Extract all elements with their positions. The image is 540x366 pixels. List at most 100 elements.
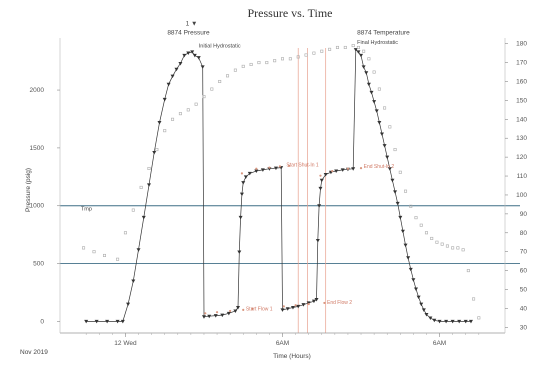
chart-annotation: Start Flow 1: [246, 306, 273, 312]
pressure-point: [457, 319, 462, 324]
pressure-point: [241, 181, 246, 185]
pressure-point: [120, 319, 125, 324]
pressure-point: [115, 319, 120, 324]
temperature-point: [249, 62, 253, 66]
pressure-point: [207, 314, 212, 319]
pressure-point: [382, 144, 387, 148]
y2-tick-label: 150: [516, 97, 527, 104]
y-tick-label: 1500: [30, 145, 45, 152]
pressure-point: [318, 186, 323, 191]
temperature-point: [328, 47, 332, 51]
temperature-point: [343, 45, 347, 49]
temperature-point: [409, 204, 413, 208]
temperature-point: [419, 223, 423, 227]
pressure-point: [220, 313, 225, 318]
y-tick-label: 500: [33, 261, 44, 268]
pressure-point: [141, 215, 146, 220]
temperature-point: [430, 236, 434, 240]
pressure-point: [243, 175, 248, 179]
pressure-point: [450, 319, 455, 324]
temperature-point: [388, 125, 392, 129]
pressure-point: [186, 51, 191, 56]
pressure-point: [387, 167, 392, 171]
temperature-point: [116, 257, 120, 261]
temperature-point: [435, 240, 439, 244]
pressure-point: [377, 120, 382, 125]
chart-annotation: Final Hydrostatic: [357, 40, 398, 46]
event-point: [282, 305, 285, 308]
temperature-point: [265, 61, 269, 65]
pressure-point: [403, 243, 408, 248]
event-point: [215, 311, 219, 314]
event-point: [204, 312, 207, 315]
temperature-point: [461, 248, 465, 252]
temperature-point: [414, 216, 418, 220]
temperature-point: [393, 148, 397, 152]
pressure-point: [315, 238, 320, 243]
temperature-point: [218, 79, 222, 83]
pressure-point: [361, 65, 366, 69]
temperature-point: [257, 61, 261, 65]
pressure-point: [372, 100, 377, 104]
pressure-point: [437, 319, 442, 324]
temperature-point: [147, 166, 151, 170]
y2-tick-label: 110: [517, 173, 528, 180]
pressure-point: [196, 56, 201, 60]
chart-annotation: Tmp: [81, 206, 92, 212]
pressure-point: [317, 204, 322, 208]
temperature-point: [226, 74, 230, 78]
pressure-point: [463, 319, 468, 324]
temperature-point: [241, 64, 245, 68]
pressure-point: [356, 50, 361, 54]
event-point: [268, 166, 271, 169]
pressure-point: [190, 50, 195, 54]
pressure-point: [424, 312, 429, 317]
temperature-point: [456, 246, 460, 250]
chart-annotation: 1 ▼: [186, 20, 198, 27]
temperature-point: [312, 51, 316, 55]
pressure-point: [419, 302, 424, 307]
x-tick-label: 6AM: [276, 340, 289, 347]
x-axis-title: Time (Hours): [273, 353, 311, 360]
pressure-point: [393, 190, 398, 194]
temperature-point: [472, 297, 476, 301]
chart-title: Pressure vs. Time: [247, 6, 332, 20]
pressure-point: [444, 319, 449, 324]
temperature-point: [424, 231, 428, 235]
temperature-point: [155, 148, 159, 152]
temperature-point: [103, 253, 107, 257]
pressure-point: [201, 315, 206, 319]
chart-annotation: 8874 Pressure: [167, 30, 210, 37]
y-axis-title: Pressure (psig): [25, 168, 32, 212]
temperature-point: [233, 68, 237, 72]
y2-tick-label: 40: [520, 305, 528, 312]
pressure-point: [432, 318, 437, 323]
temperature-point: [296, 55, 300, 59]
pressure-point: [290, 306, 295, 310]
pressure-point: [94, 319, 99, 324]
temperature-point: [280, 57, 284, 61]
pressure-point: [233, 309, 238, 314]
pressure-point: [166, 82, 171, 87]
y-tick-label: 0: [40, 318, 44, 325]
chart-annotation: Start Shut-In 1: [286, 162, 318, 168]
pressure-point: [162, 97, 167, 102]
event-point: [251, 307, 254, 310]
event-point: [346, 167, 350, 170]
pressure-point: [226, 311, 231, 316]
series-layer: [82, 44, 481, 324]
event-point: [323, 301, 326, 305]
pressure-point: [359, 53, 364, 58]
pressure-point: [374, 109, 379, 113]
pressure-point: [267, 167, 272, 171]
pressure-point: [131, 279, 136, 283]
pressure-point: [411, 278, 416, 282]
y2-tick-label: 160: [516, 78, 527, 85]
pressure-point: [273, 166, 278, 171]
pressure-point: [213, 314, 218, 318]
temperature-point: [356, 45, 360, 49]
temperature-point: [320, 49, 324, 53]
y2-tick-label: 130: [516, 135, 527, 142]
y2-tick-label: 100: [516, 192, 527, 199]
pressure-point: [340, 168, 345, 172]
